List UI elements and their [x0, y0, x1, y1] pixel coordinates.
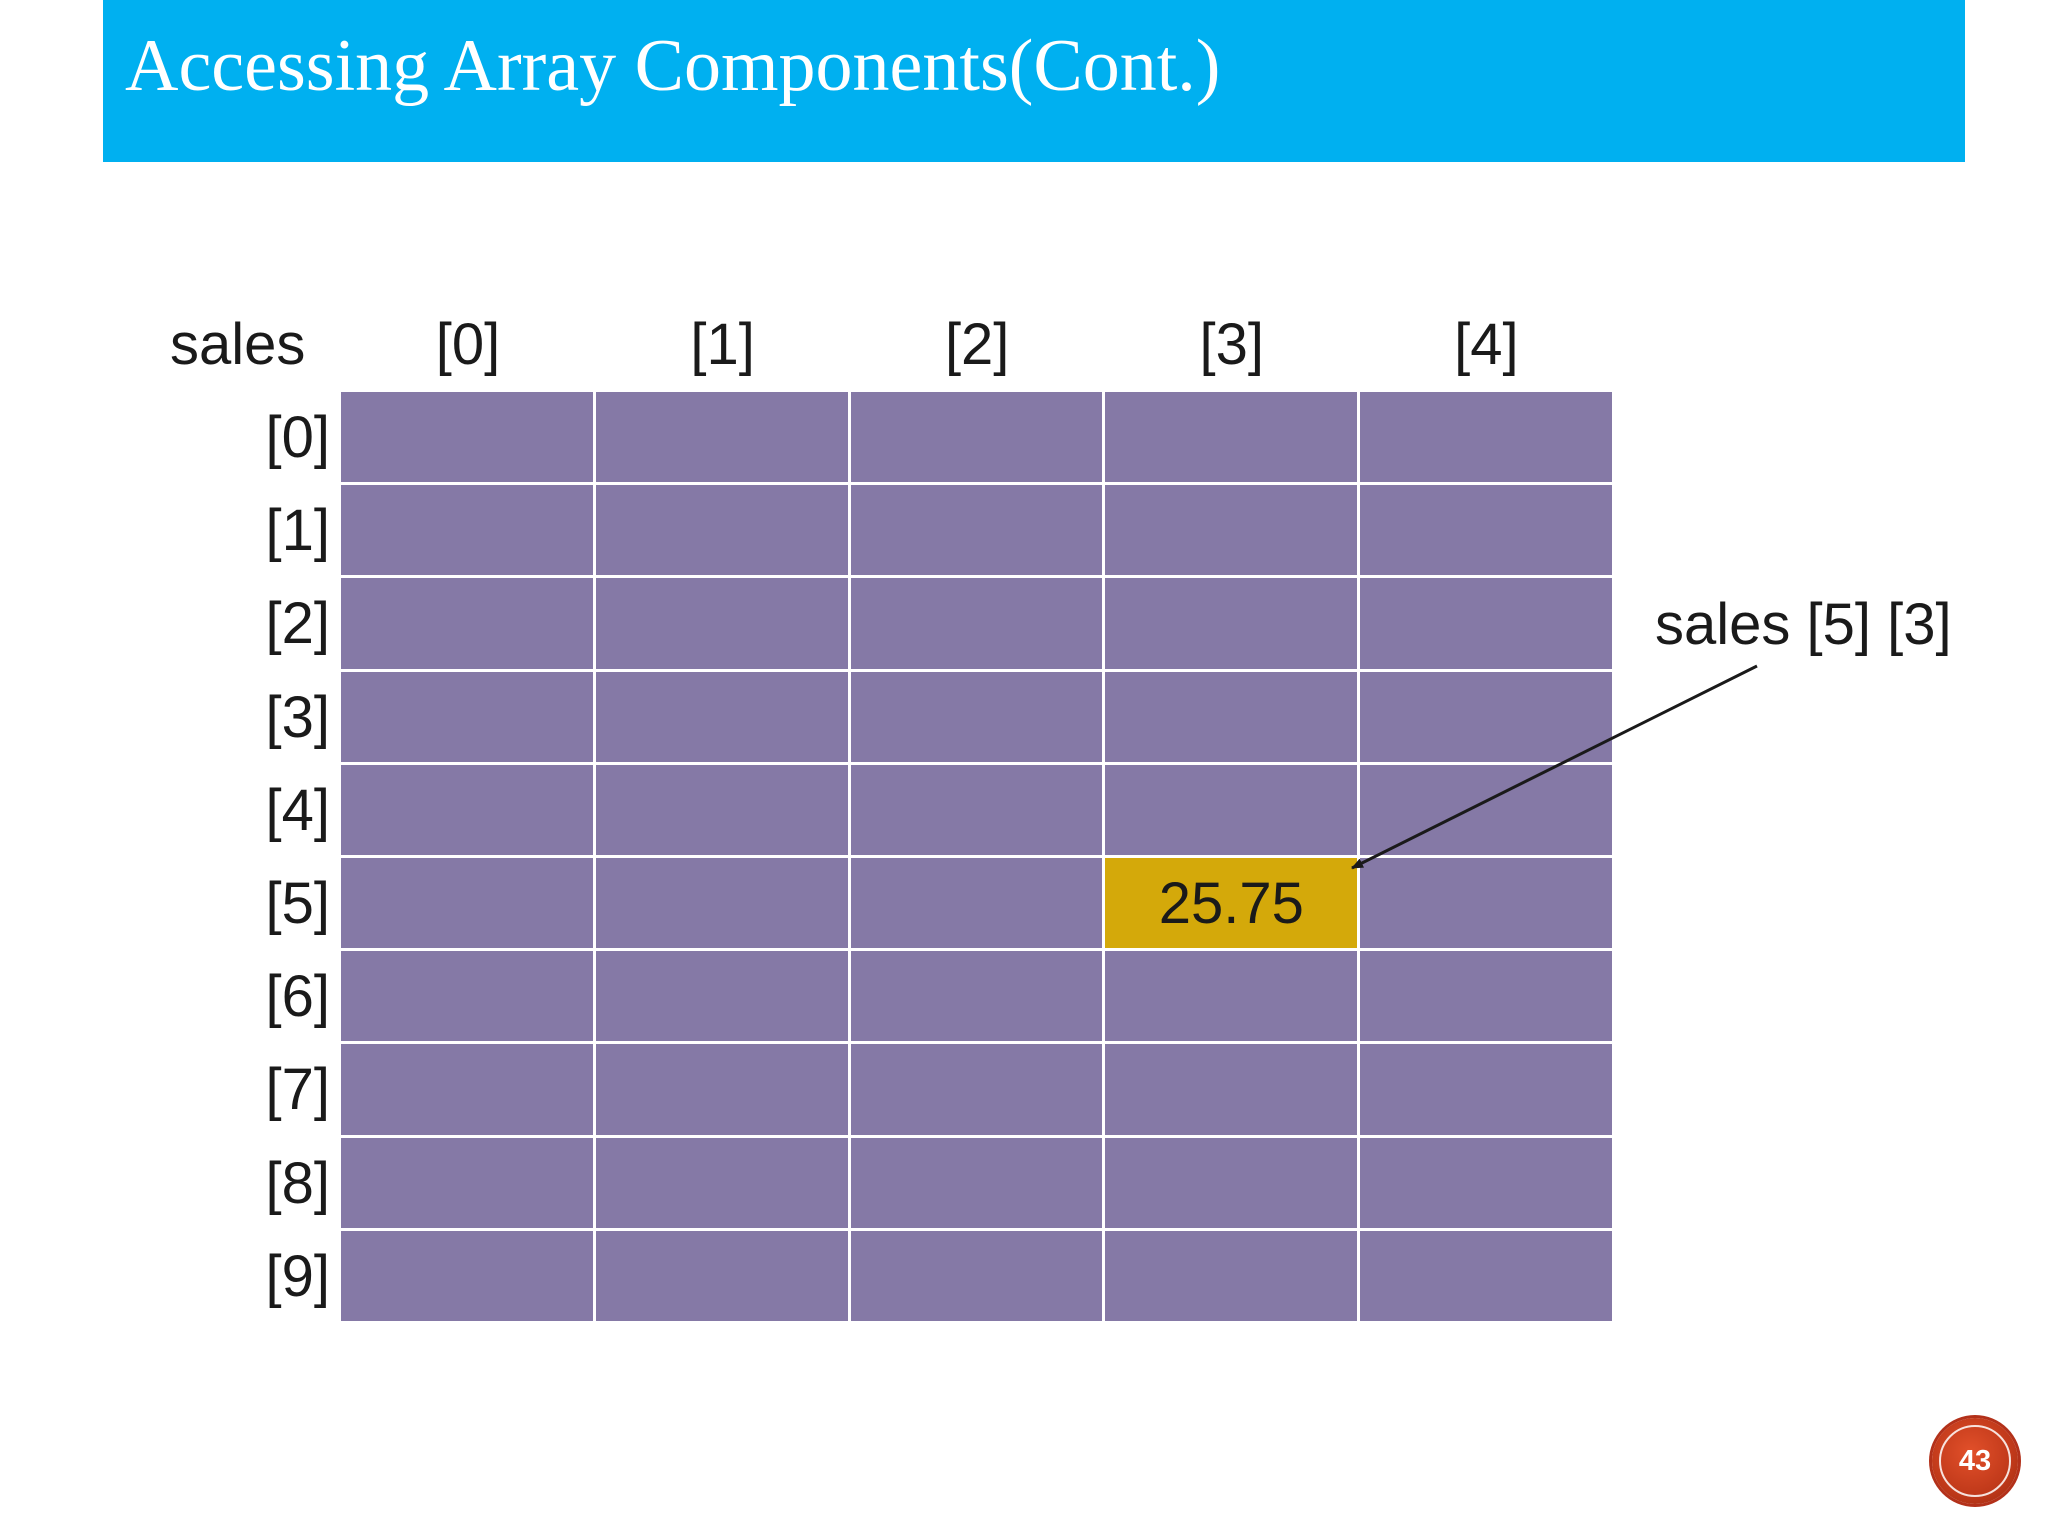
row-index-label: [5]: [265, 871, 331, 936]
array-cell: [341, 485, 593, 576]
page-number-badge: 43: [1932, 1418, 2018, 1504]
column-index-label: [4]: [1454, 312, 1519, 377]
array-cell: [595, 1137, 848, 1228]
row-index-label: [0]: [265, 405, 331, 470]
array-cell: [1360, 857, 1612, 949]
array-cell: [1105, 578, 1358, 669]
row-index-label: [6]: [265, 964, 331, 1030]
array-cell: [1105, 1137, 1358, 1228]
array-name-label: sales: [170, 312, 306, 377]
page-number: 43: [1958, 1444, 1992, 1477]
array-cell: [850, 485, 1103, 576]
array-cell: [1360, 671, 1612, 762]
column-index-label: [0]: [435, 312, 501, 377]
array-cell: [595, 485, 848, 576]
array-cell: [850, 578, 1103, 669]
array-cell: [1105, 392, 1358, 483]
array-cell: [595, 578, 848, 669]
array-cell: [1360, 1137, 1612, 1228]
array-cell: [850, 1230, 1103, 1321]
array-cell: [341, 578, 593, 669]
row-index-label: [9]: [265, 1243, 331, 1309]
array-cell: [1105, 1230, 1358, 1321]
array-cell: [1360, 392, 1612, 483]
title-bar: Accessing Array Components(Cont.): [103, 0, 1965, 162]
array-cell: [1360, 485, 1612, 576]
row-index-label: [1]: [265, 498, 331, 564]
array-cell: [850, 764, 1103, 855]
row-index-label: [4]: [265, 777, 331, 843]
array-cell: [1360, 1230, 1612, 1321]
array-cell: [1105, 764, 1358, 855]
array-cell: [341, 951, 593, 1042]
array-cell: [595, 1230, 848, 1321]
row-index-label: [2]: [265, 591, 331, 657]
array-cell: [850, 951, 1103, 1042]
array-cell: [1105, 1044, 1358, 1135]
array-cell: [341, 1230, 593, 1321]
array-cell: [595, 857, 848, 949]
row-index-label: [7]: [265, 1057, 331, 1123]
array-cell: [1105, 951, 1358, 1042]
array-cell: [595, 671, 848, 762]
array-cell: [850, 857, 1103, 949]
array-cell: [1105, 671, 1358, 762]
column-index-label: [3]: [1199, 312, 1265, 377]
array-cell: [341, 1137, 593, 1228]
array-cell: [1360, 951, 1612, 1042]
callout-label: sales [5] [3]: [1655, 592, 1952, 657]
array-cell: [595, 764, 848, 855]
array-cell: [341, 764, 593, 855]
array-cell: [341, 671, 593, 762]
array-cell: [595, 392, 848, 483]
row-index-label: [8]: [265, 1150, 331, 1216]
array-cell: [1360, 764, 1612, 855]
slide-title: Accessing Array Components(Cont.): [125, 25, 1221, 107]
array-cell: [850, 1137, 1103, 1228]
highlighted-cell: 25.75: [1105, 857, 1358, 949]
array-cell: [850, 392, 1103, 483]
array-cell: [1360, 1044, 1612, 1135]
array-cell: [341, 1044, 593, 1135]
column-index-label: [1]: [690, 312, 755, 377]
badge-ring: [1939, 1425, 2011, 1497]
array-cell: [850, 671, 1103, 762]
array-cell: [595, 951, 848, 1042]
array-cell: [1360, 578, 1612, 669]
array-cell: [850, 1044, 1103, 1135]
array-cell: [1105, 485, 1358, 576]
array-cell: [341, 392, 593, 483]
array-cell: [595, 1044, 848, 1135]
column-index-label: [2]: [944, 312, 1010, 377]
array-cell: [341, 857, 593, 949]
array-grid: 25.75: [341, 392, 1612, 1321]
row-index-label: [3]: [265, 684, 331, 750]
